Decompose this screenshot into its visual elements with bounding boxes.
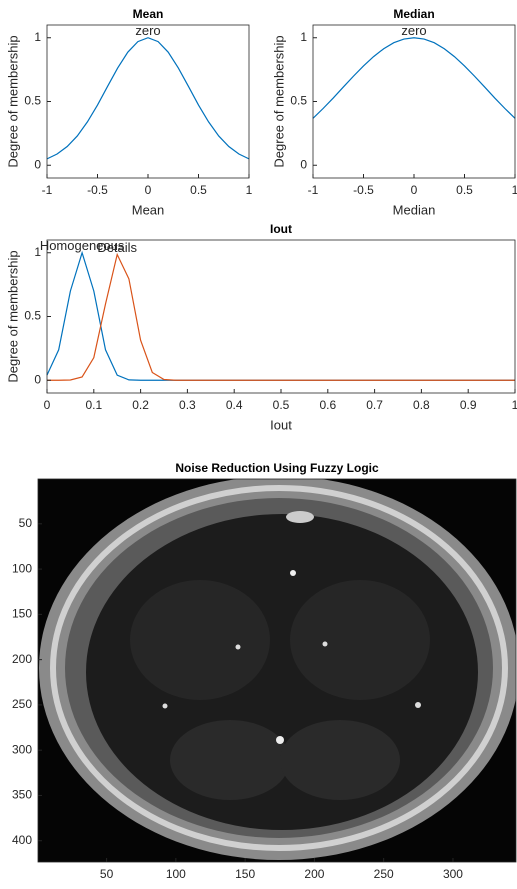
mf-curve [46,250,515,381]
x-tick-label: 0.5 [190,183,207,197]
axes-box [46,239,516,394]
axes-box [312,24,516,179]
mf-name: zero [401,23,426,38]
x-axis-label: Iout [270,417,292,432]
mf-curve [47,252,515,381]
x-tick-label: 0.4 [226,398,243,412]
y-tick-label: 0.5 [24,309,41,323]
x-tick-label: 1 [512,183,517,197]
x-tick-label: -0.5 [353,183,374,197]
y-tick-label: 0.5 [290,94,307,108]
x-tick-label: 0.1 [85,398,102,412]
x-tick-label: 0.5 [456,183,473,197]
y-tick-label: 400 [12,833,32,847]
y-tick-label: 150 [12,607,32,621]
x-tick-label: -0.5 [87,183,108,197]
x-tick-label: 0 [145,183,152,197]
y-axis-label: Degree of membership [271,35,286,167]
mf-name: Details [97,240,137,255]
ct-image [38,479,516,862]
x-tick-label: 1 [246,183,253,197]
y-tick-label: 100 [12,561,32,575]
x-tick-label: 0.9 [460,398,477,412]
chart-title: Median [393,7,434,21]
x-tick-label: -1 [308,183,319,197]
y-tick-label: 0 [34,372,41,386]
chart-title: Mean [133,7,164,21]
x-tick-label: 0.6 [319,398,336,412]
x-tick-label: 50 [100,867,114,881]
y-tick-label: 0.5 [24,94,41,108]
x-tick-label: 0.3 [179,398,196,412]
x-tick-label: 100 [166,867,186,881]
x-axis-label: Mean [132,202,165,217]
x-tick-label: -1 [42,183,53,197]
mf-curve [46,37,250,160]
y-tick-label: 1 [34,245,41,259]
x-tick-label: 0.2 [132,398,149,412]
y-tick-label: 1 [300,30,307,44]
mf-name: zero [135,23,160,38]
x-tick-label: 0.7 [366,398,383,412]
y-tick-label: 250 [12,697,32,711]
x-tick-label: 1 [512,398,517,412]
axes-box [37,478,517,863]
y-tick-label: 1 [34,30,41,44]
x-tick-label: 0.5 [273,398,290,412]
x-tick-label: 0 [44,398,51,412]
mf-name: Homogeneous [40,238,125,253]
mf-curve [312,37,516,119]
y-tick-label: 350 [12,788,32,802]
x-axis-label: Median [393,202,436,217]
y-tick-label: 0 [300,157,307,171]
chart-title: Noise Reduction Using Fuzzy Logic [175,461,379,475]
x-tick-label: 300 [443,867,463,881]
x-tick-label: 250 [374,867,394,881]
x-tick-label: 200 [304,867,324,881]
axes-box [46,24,250,179]
y-tick-label: 200 [12,652,32,666]
x-tick-label: 0.8 [413,398,430,412]
y-tick-label: 300 [12,742,32,756]
y-axis-label: Degree of membership [5,250,20,382]
x-tick-label: 0 [411,183,418,197]
x-tick-label: 150 [235,867,255,881]
y-tick-label: 0 [34,157,41,171]
chart-title: Iout [270,222,292,236]
y-tick-label: 50 [19,516,33,530]
y-axis-label: Degree of membership [5,35,20,167]
